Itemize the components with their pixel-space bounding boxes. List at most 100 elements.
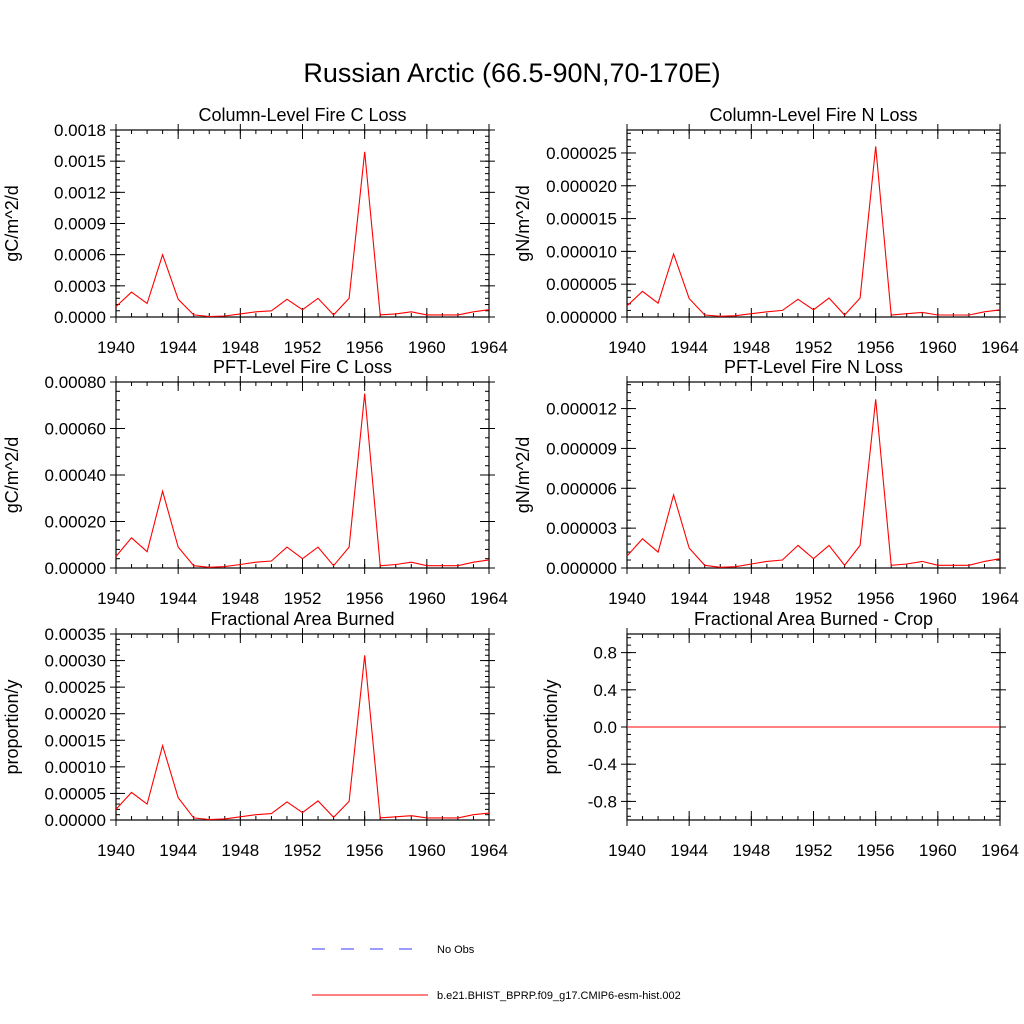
x-tick-label: 1952 bbox=[795, 338, 833, 357]
x-tick-label: 1956 bbox=[346, 338, 384, 357]
y-tick-label: 0.00020 bbox=[45, 513, 106, 532]
x-tick-label: 1952 bbox=[795, 589, 833, 608]
legend-label-no-obs: No Obs bbox=[437, 944, 475, 956]
y-tick-label: 0.000012 bbox=[546, 400, 617, 419]
y-tick-label: 0.0012 bbox=[54, 183, 106, 202]
panels: 1940 1944 1948 1952 1956 1960 1964 0.0000 0.0003… bbox=[2, 105, 1019, 860]
x-tick-label: 1956 bbox=[346, 841, 384, 860]
y-tick-label: 0.000000 bbox=[546, 559, 617, 578]
x-tick-label: 1960 bbox=[919, 841, 957, 860]
y-tick-label: 0.00005 bbox=[45, 784, 106, 803]
y-tick-label: 0.00080 bbox=[45, 373, 106, 392]
y-tick-label: 0.00000 bbox=[45, 559, 106, 578]
x-tick-label: 1964 bbox=[470, 338, 508, 357]
figure-title: Russian Arctic (66.5-90N,70-170E) bbox=[303, 58, 720, 88]
x-tick-label: 1952 bbox=[284, 841, 322, 860]
y-tick-label: -0.4 bbox=[588, 755, 617, 774]
x-tick-label: 1944 bbox=[159, 589, 197, 608]
x-tick-label: 1944 bbox=[670, 841, 708, 860]
x-tick-label: 1956 bbox=[346, 589, 384, 608]
x-tick-label: 1960 bbox=[408, 589, 446, 608]
y-tick-label: 0.00040 bbox=[45, 466, 106, 485]
x-tick-label: 1948 bbox=[732, 589, 770, 608]
x-tick-label: 1960 bbox=[919, 589, 957, 608]
x-tick-label: 1964 bbox=[981, 841, 1019, 860]
x-tick-label: 1948 bbox=[221, 338, 259, 357]
x-tick-label: 1952 bbox=[284, 338, 322, 357]
x-tick-label: 1960 bbox=[408, 338, 446, 357]
y-tick-label: 0.00035 bbox=[45, 625, 106, 644]
y-tick-label: 0.00060 bbox=[45, 420, 106, 439]
y-tick-label: 0.000015 bbox=[546, 210, 617, 229]
x-tick-label: 1952 bbox=[795, 841, 833, 860]
plot-frame bbox=[115, 381, 490, 569]
plot-frame bbox=[626, 129, 1001, 318]
y-tick-label: 0.000005 bbox=[546, 275, 617, 294]
x-tick-label: 1948 bbox=[221, 841, 259, 860]
x-tick-label: 1964 bbox=[981, 589, 1019, 608]
chart-panel-0: 1940 1944 1948 1952 1956 1960 1964 0.0000 0.0003… bbox=[2, 105, 508, 357]
y-axis-label: gN/m^2/d bbox=[513, 437, 533, 513]
y-tick-label: 0.0015 bbox=[54, 152, 106, 171]
y-axis-label: proportion/y bbox=[541, 679, 561, 774]
y-tick-label: 0.000009 bbox=[546, 439, 617, 458]
panel-title: Fractional Area Burned - Crop bbox=[694, 609, 933, 629]
y-axis-label: proportion/y bbox=[2, 679, 22, 774]
x-tick-label: 1964 bbox=[470, 841, 508, 860]
chart-panel-5: 1940 1944 1948 1952 1956 1960 1964 -0.8 -0.4 0.0 0… bbox=[541, 609, 1019, 860]
y-tick-label: 0.000000 bbox=[546, 308, 617, 327]
plot-frame bbox=[626, 381, 1001, 569]
y-tick-label: 0.000003 bbox=[546, 519, 617, 538]
y-tick-label: 0.000006 bbox=[546, 479, 617, 498]
legend: No Obs b.e21.BHIST_BPRP.f09_g17.CMIP6-es… bbox=[312, 944, 681, 1002]
y-tick-label: 0.0009 bbox=[54, 215, 106, 234]
y-tick-label: 0.8 bbox=[593, 644, 617, 663]
x-tick-label: 1948 bbox=[732, 841, 770, 860]
y-tick-label: 0.0 bbox=[593, 718, 617, 737]
y-tick-label: 0.0003 bbox=[54, 277, 106, 296]
y-axis-label: gC/m^2/d bbox=[2, 185, 22, 261]
series-line-0 bbox=[626, 146, 1001, 317]
series-line-0 bbox=[115, 151, 490, 318]
chart-panel-3: 1940 1944 1948 1952 1956 1960 1964 0.000000 0.00… bbox=[513, 357, 1019, 608]
series-line-0 bbox=[115, 393, 490, 568]
y-axis-label: gN/m^2/d bbox=[513, 185, 533, 261]
series-line-0 bbox=[626, 399, 1001, 568]
x-tick-label: 1948 bbox=[221, 589, 259, 608]
x-tick-label: 1956 bbox=[857, 841, 895, 860]
x-tick-label: 1944 bbox=[159, 841, 197, 860]
y-tick-label: 0.00030 bbox=[45, 652, 106, 671]
y-tick-label: 0.00000 bbox=[45, 811, 106, 830]
y-tick-label: 0.000010 bbox=[546, 242, 617, 261]
x-tick-label: 1944 bbox=[159, 338, 197, 357]
y-tick-label: 0.00010 bbox=[45, 758, 106, 777]
x-tick-label: 1956 bbox=[857, 589, 895, 608]
x-tick-label: 1956 bbox=[857, 338, 895, 357]
x-tick-label: 1944 bbox=[670, 589, 708, 608]
series-line-0 bbox=[115, 655, 490, 821]
x-tick-label: 1960 bbox=[408, 841, 446, 860]
y-tick-label: 0.00020 bbox=[45, 705, 106, 724]
y-tick-label: 0.000020 bbox=[546, 177, 617, 196]
panel-title: PFT-Level Fire N Loss bbox=[724, 357, 903, 377]
x-tick-label: 1948 bbox=[732, 338, 770, 357]
chart-panel-2: 1940 1944 1948 1952 1956 1960 1964 0.00000 0.000… bbox=[2, 357, 508, 608]
panel-title: Column-Level Fire N Loss bbox=[709, 105, 917, 125]
x-tick-label: 1940 bbox=[97, 589, 135, 608]
y-tick-label: 0.4 bbox=[593, 681, 617, 700]
y-tick-label: 0.000025 bbox=[546, 144, 617, 163]
panel-title: PFT-Level Fire C Loss bbox=[213, 357, 392, 377]
plot-frame bbox=[115, 129, 490, 318]
y-tick-label: -0.8 bbox=[588, 792, 617, 811]
legend-label-model: b.e21.BHIST_BPRP.f09_g17.CMIP6-esm-hist.… bbox=[437, 990, 681, 1002]
y-tick-label: 0.00015 bbox=[45, 731, 106, 750]
y-tick-label: 0.00025 bbox=[45, 678, 106, 697]
panel-title: Column-Level Fire C Loss bbox=[198, 105, 406, 125]
x-tick-label: 1940 bbox=[97, 841, 135, 860]
x-tick-label: 1964 bbox=[470, 589, 508, 608]
y-axis-label: gC/m^2/d bbox=[2, 437, 22, 513]
y-tick-label: 0.0000 bbox=[54, 308, 106, 327]
y-tick-label: 0.0018 bbox=[54, 121, 106, 140]
x-tick-label: 1944 bbox=[670, 338, 708, 357]
